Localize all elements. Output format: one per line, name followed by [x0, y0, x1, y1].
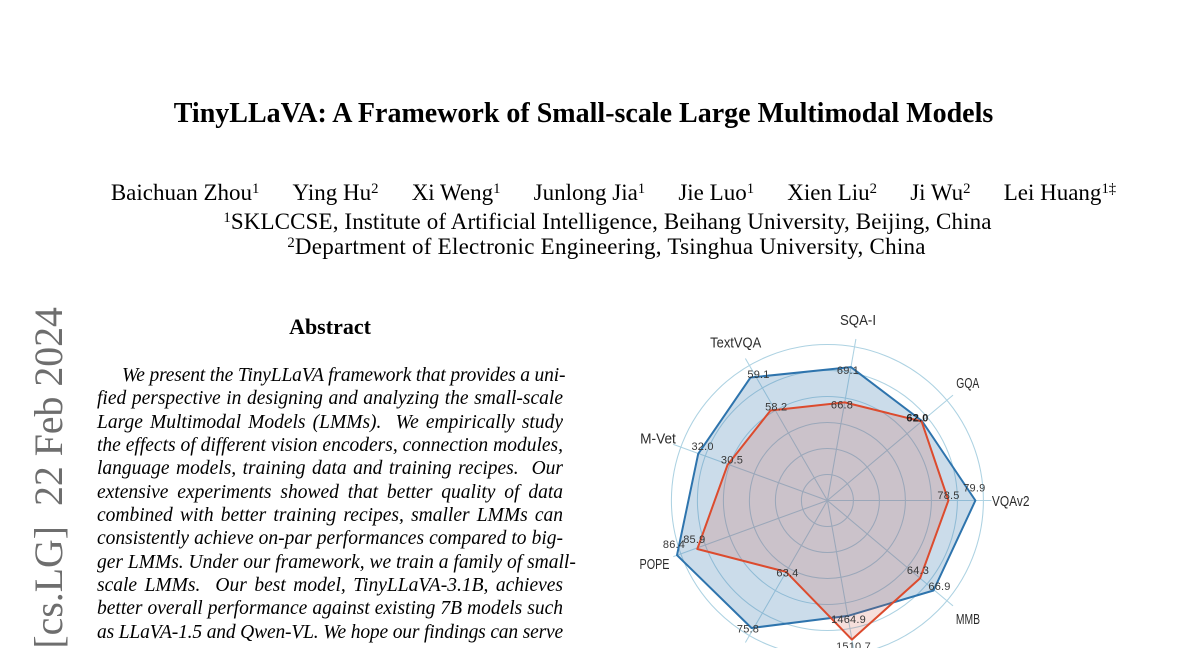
svg-text:75.8: 75.8 — [737, 624, 759, 636]
svg-text:32.0: 32.0 — [691, 441, 713, 453]
svg-text:TextVQA: TextVQA — [710, 335, 762, 351]
svg-text:62.0: 62.0 — [906, 413, 928, 425]
svg-text:SQA-I: SQA-I — [840, 312, 876, 329]
svg-text:64.3: 64.3 — [907, 565, 929, 577]
svg-text:58.2: 58.2 — [765, 402, 787, 414]
svg-text:1464.9: 1464.9 — [831, 614, 866, 626]
svg-text:66.9: 66.9 — [928, 581, 950, 593]
svg-text:66.8: 66.8 — [831, 400, 853, 412]
svg-text:GQA: GQA — [956, 375, 980, 391]
svg-text:MMB: MMB — [956, 611, 980, 627]
svg-text:78.5: 78.5 — [937, 490, 959, 502]
svg-text:POPE: POPE — [640, 555, 670, 572]
svg-text:69.1: 69.1 — [837, 365, 859, 377]
svg-text:VQAv2: VQAv2 — [992, 493, 1030, 509]
svg-text:85.9: 85.9 — [683, 534, 705, 546]
svg-text:63.4: 63.4 — [776, 568, 798, 580]
svg-text:30.5: 30.5 — [721, 455, 743, 467]
svg-text:1510.7: 1510.7 — [836, 641, 871, 648]
svg-text:86.4: 86.4 — [663, 539, 685, 551]
svg-text:M-Vet: M-Vet — [640, 430, 676, 446]
svg-text:59.1: 59.1 — [747, 369, 769, 381]
svg-text:79.9: 79.9 — [963, 483, 985, 495]
